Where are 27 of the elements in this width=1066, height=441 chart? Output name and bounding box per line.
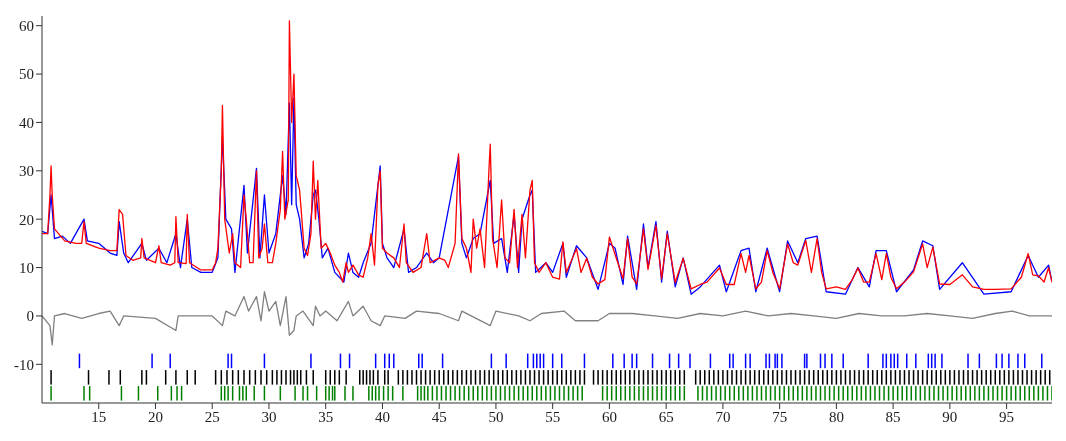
x-tick-label: 20 [147,408,163,425]
y-tick-label: 50 [19,66,34,83]
y-tick-label: 40 [19,114,34,131]
x-tick-label: 35 [318,408,334,425]
line-series [42,20,1052,290]
x-tick-label: 65 [658,408,674,425]
y-tick-label: 20 [19,211,34,228]
x-tick-label: 75 [772,408,788,425]
y-tick-label: 30 [19,163,34,180]
x-tick-label: 45 [431,408,447,425]
y-tick-label: 0 [26,308,34,325]
x-tick-label: 60 [601,408,617,425]
x-tick-label: 95 [999,408,1015,425]
y-tick-label: 10 [19,259,34,276]
x-tick-label: 50 [488,408,504,425]
x-tick-label: 55 [545,408,561,425]
x-tick-label: 40 [374,408,390,425]
x-tick-label: 25 [204,408,220,425]
x-tick-label: 85 [885,408,901,425]
x-tick-label: 80 [828,408,844,425]
x-tick-label: 70 [715,408,731,425]
y-tick-label: -10 [14,356,34,373]
x-tick-label: 90 [942,408,958,425]
x-tick-label: 30 [261,408,277,425]
y-tick-label: 60 [19,18,34,34]
x-tick-label: 15 [91,408,107,425]
line-series [42,291,1052,346]
